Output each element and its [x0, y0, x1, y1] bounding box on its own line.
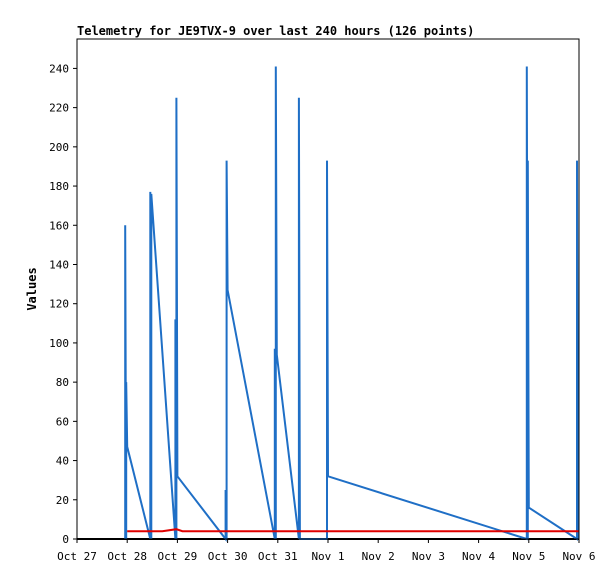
x-tick-label: Oct 31 — [258, 550, 298, 563]
y-tick-label: 80 — [56, 376, 69, 389]
y-tick-label: 100 — [49, 337, 69, 350]
y-axis-label: Values — [25, 267, 39, 310]
series-line-1 — [124, 66, 579, 542]
y-tick-label: 40 — [56, 455, 69, 468]
x-tick-label: Nov 4 — [462, 550, 495, 563]
plot-area — [77, 66, 579, 542]
x-tick-label: Oct 30 — [208, 550, 248, 563]
x-tick-label: Nov 6 — [562, 550, 595, 563]
x-tick-label: Oct 29 — [158, 550, 198, 563]
x-axis: Oct 27 Oct 28 Oct 29 Oct 30 Oct 31 Nov 1 Nov 2… — [57, 539, 596, 563]
x-tick-label: Nov 3 — [412, 550, 445, 563]
y-tick-label: 180 — [49, 180, 69, 193]
x-tick-label: Nov 2 — [362, 550, 395, 563]
y-tick-label: 0 — [62, 533, 69, 546]
plot-frame — [76, 38, 580, 540]
y-tick-label: 140 — [49, 258, 69, 271]
y-tick-label: 160 — [49, 219, 69, 232]
x-tick-label: Nov 5 — [512, 550, 545, 563]
y-tick-label: 220 — [49, 102, 69, 115]
x-tick-label: Oct 27 — [57, 550, 97, 563]
y-tick-label: 60 — [56, 415, 69, 428]
y-axis: 0 20 40 60 80 100 120 140 160 180 200 220 240 — [49, 62, 77, 546]
x-tick-label: Oct 28 — [107, 550, 147, 563]
y-tick-label: 120 — [49, 298, 69, 311]
series-line-2 — [127, 528, 579, 533]
x-tick-label: Nov 1 — [311, 550, 344, 563]
y-tick-label: 200 — [49, 141, 69, 154]
y-tick-label: 20 — [56, 494, 69, 507]
y-tick-label: 240 — [49, 62, 69, 75]
chart-title: Telemetry for JE9TVX-9 over last 240 hou… — [77, 24, 474, 38]
